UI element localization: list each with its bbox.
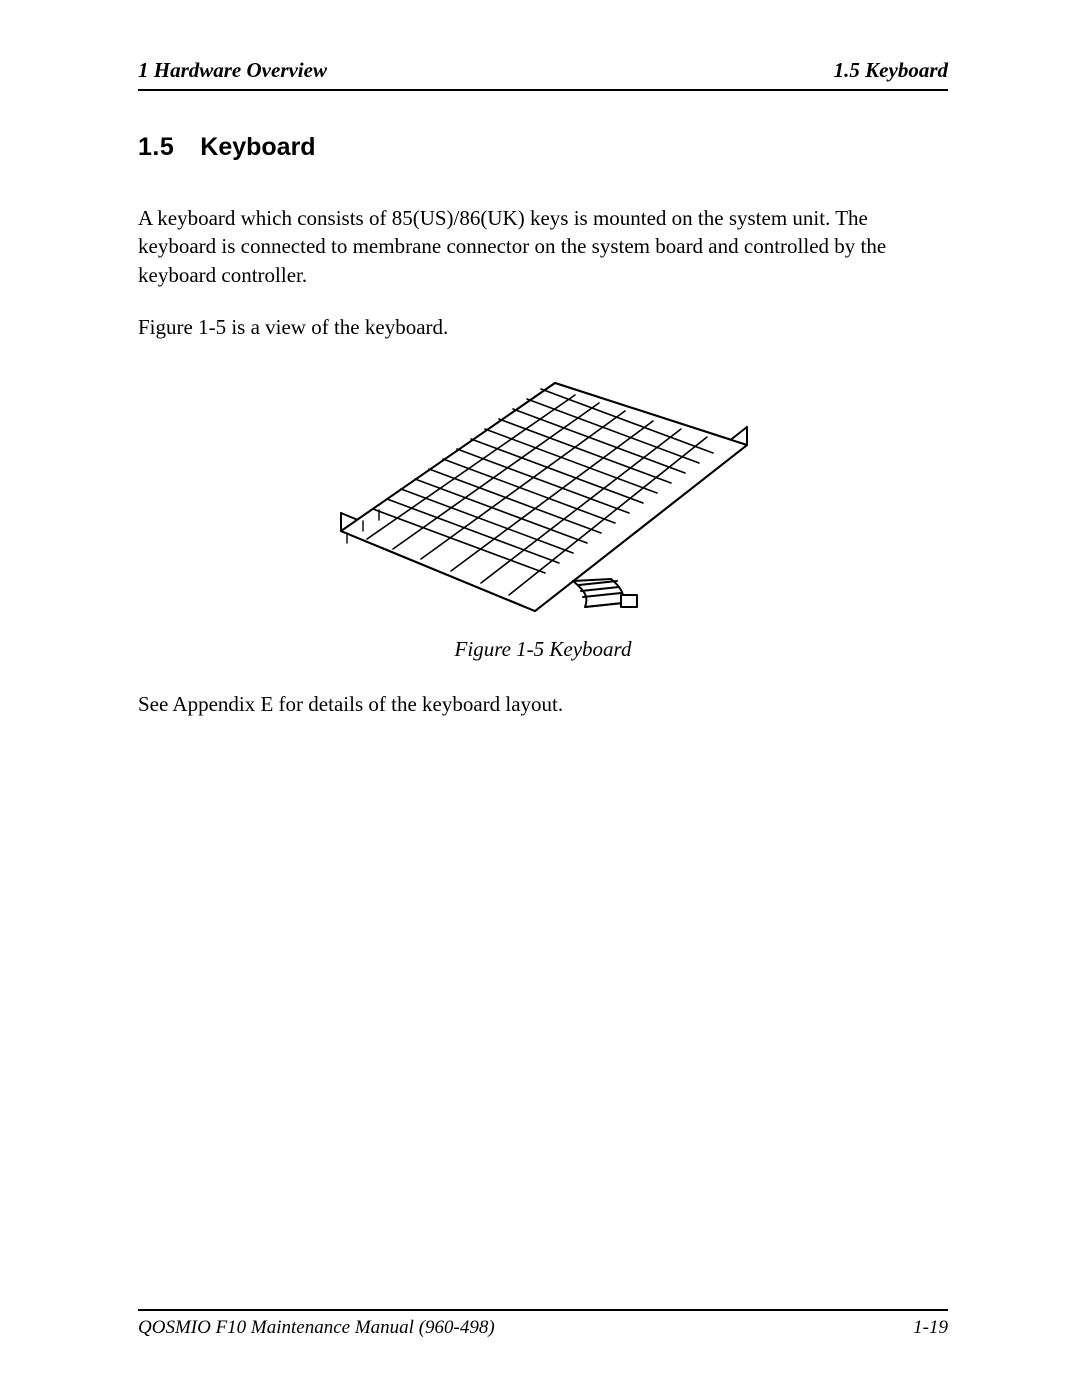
section-title: Keyboard [200, 133, 315, 161]
paragraph-1: A keyboard which consists of 85(US)/86(U… [138, 204, 948, 289]
footer-right: 1-19 [913, 1317, 948, 1339]
figure-keyboard [138, 363, 948, 613]
keyboard-illustration-icon [323, 363, 763, 613]
figure-caption: Figure 1-5 Keyboard [138, 637, 948, 662]
page-header: 1 Hardware Overview 1.5 Keyboard [138, 58, 948, 91]
page-footer: QOSMIO F10 Maintenance Manual (960-498) … [138, 1309, 948, 1339]
header-right: 1.5 Keyboard [834, 58, 948, 83]
paragraph-2: Figure 1-5 is a view of the keyboard. [138, 313, 948, 341]
header-left: 1 Hardware Overview [138, 58, 327, 83]
section-number: 1.5 [138, 133, 174, 161]
section-heading: 1.5 Keyboard [138, 133, 948, 162]
paragraph-3: See Appendix E for details of the keyboa… [138, 690, 948, 718]
footer-left: QOSMIO F10 Maintenance Manual (960-498) [138, 1317, 495, 1339]
